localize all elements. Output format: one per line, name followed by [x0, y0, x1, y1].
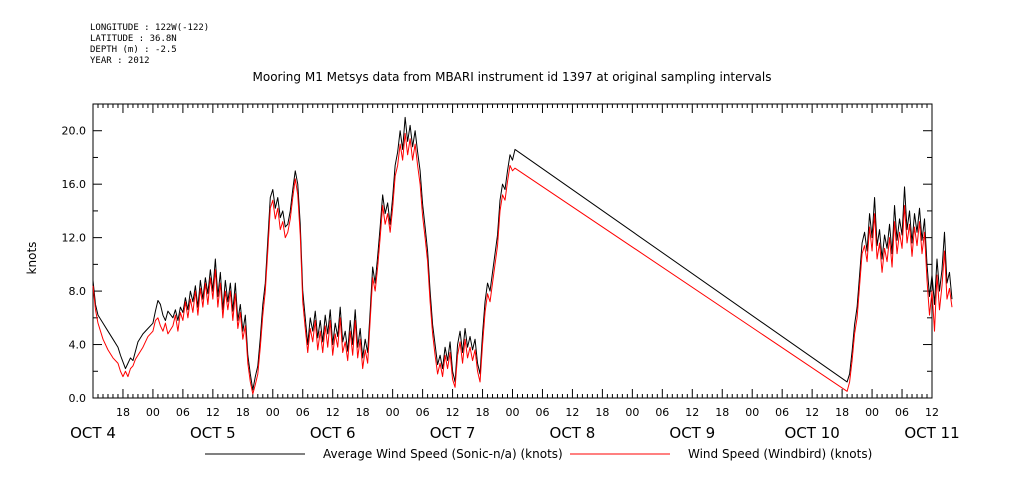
x-tick-label: 18: [356, 406, 370, 419]
legend-label-2: Wind Speed (Windbird) (knots): [688, 447, 872, 461]
y-tick-label: 20.0: [62, 125, 87, 138]
x-tick-label: 06: [416, 406, 430, 419]
x-tick-label: 06: [535, 406, 549, 419]
legend: Average Wind Speed (Sonic-n/a) (knots) Wi…: [205, 447, 872, 461]
x-tick-label: 00: [266, 406, 280, 419]
y-tick-label: 4.0: [69, 339, 87, 352]
x-tick-label: 00: [865, 406, 879, 419]
minor-ticks-layer: [93, 104, 932, 398]
x-tick-label: 06: [176, 406, 190, 419]
x-day-label: OCT 6: [310, 424, 356, 442]
x-day-label: OCT 5: [190, 424, 236, 442]
x-tick-label: 12: [805, 406, 819, 419]
x-tick-label: 18: [715, 406, 729, 419]
x-tick-label: 06: [895, 406, 909, 419]
legend-label-1: Average Wind Speed (Sonic-n/a) (knots): [323, 447, 563, 461]
y-tick-label: 12.0: [62, 232, 87, 245]
x-ticks-layer: 18 00 06 12 18 00 06 12 18 00 06 12 18 00 06 12 18 00 06 12…: [70, 104, 960, 442]
x-tick-label: 00: [386, 406, 400, 419]
x-tick-label: 00: [146, 406, 160, 419]
y-axis-label: knots: [25, 242, 39, 275]
x-day-label: OCT 9: [669, 424, 715, 442]
x-tick-label: 12: [925, 406, 939, 419]
latitude-label: LATITUDE : 36.8N: [90, 34, 177, 44]
x-tick-label: 06: [296, 406, 310, 419]
longitude-label: LONGITUDE : 122W(-122): [90, 23, 209, 33]
series-layer: [92, 116, 953, 395]
x-tick-label: 00: [745, 406, 759, 419]
series-line-2: [92, 132, 953, 395]
y-tick-label: 16.0: [62, 178, 87, 191]
x-day-label: OCT 7: [430, 424, 476, 442]
series-line-1: [92, 116, 953, 391]
x-tick-label: 18: [595, 406, 609, 419]
y-tick-label: 0.0: [69, 392, 87, 405]
y-ticks-layer: 0.0 4.0 8.0 12.0 16.0 20.0: [62, 125, 932, 405]
x-tick-label: 00: [625, 406, 639, 419]
x-day-label: OCT 10: [784, 424, 839, 442]
x-tick-label: 18: [476, 406, 490, 419]
x-tick-label: 12: [206, 406, 220, 419]
x-tick-label: 06: [775, 406, 789, 419]
x-day-label: OCT 11: [904, 424, 959, 442]
chart-title: Mooring M1 Metsys data from MBARI instru…: [253, 70, 772, 84]
year-label: YEAR : 2012: [90, 56, 150, 66]
x-tick-label: 12: [565, 406, 579, 419]
y-tick-label: 8.0: [69, 285, 87, 298]
x-tick-label: 12: [326, 406, 340, 419]
x-day-label: OCT 4: [70, 424, 116, 442]
x-tick-label: 12: [685, 406, 699, 419]
x-tick-label: 18: [236, 406, 250, 419]
x-tick-label: 18: [835, 406, 849, 419]
x-tick-label: 18: [116, 406, 130, 419]
depth-label: DEPTH (m) : -2.5: [90, 45, 177, 55]
x-day-label: OCT 8: [550, 424, 596, 442]
x-tick-label: 12: [446, 406, 460, 419]
x-tick-label: 06: [655, 406, 669, 419]
x-tick-label: 00: [506, 406, 520, 419]
